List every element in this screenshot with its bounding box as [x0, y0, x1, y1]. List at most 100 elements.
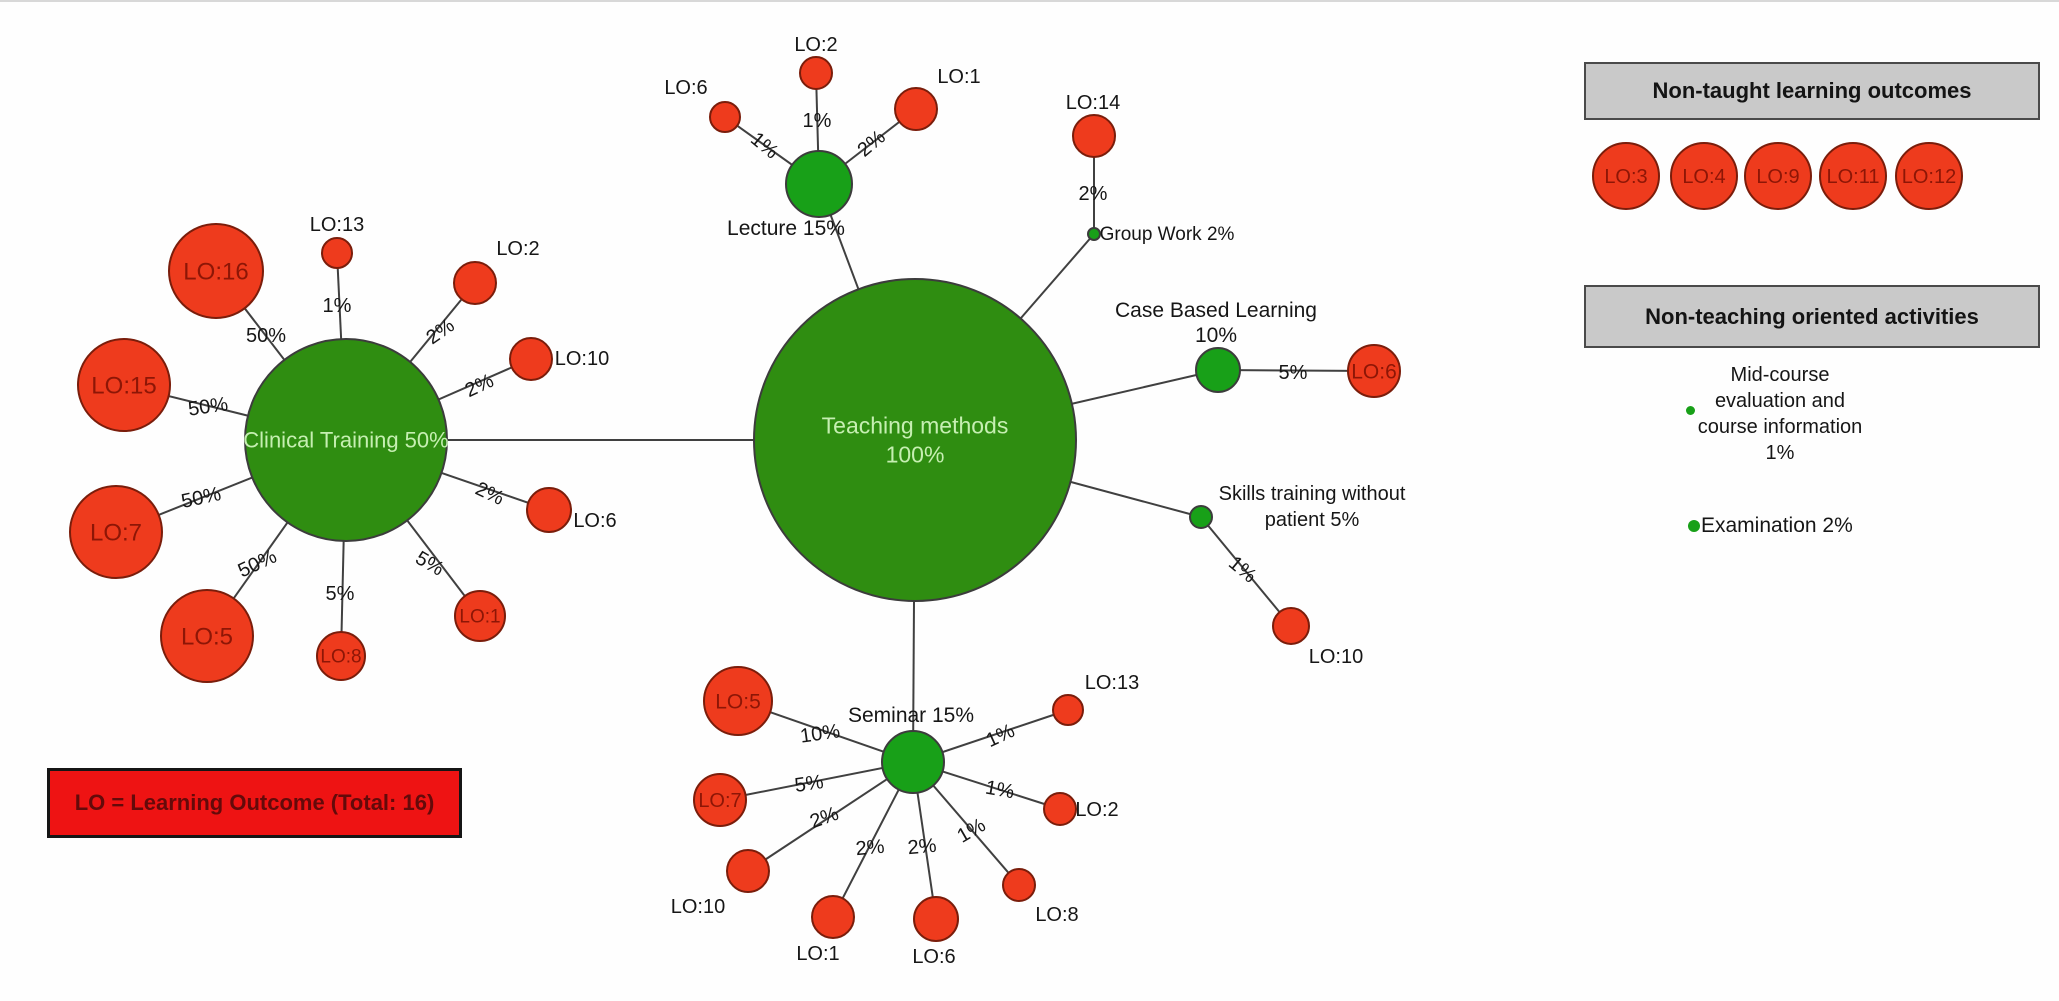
edge-percentage-label: 2% [422, 314, 458, 349]
lecture-node-node [785, 150, 853, 218]
edge-percentage-label: 10% [799, 720, 842, 747]
skills-lo10-node [1272, 607, 1310, 645]
clinical-lo1-node [454, 590, 506, 642]
clinical-training-hub-node [244, 338, 448, 542]
seminar-lo7-node [693, 773, 747, 827]
seminar-lo10-node [726, 849, 770, 893]
clinical-lo6-label: LO:6 [573, 510, 616, 532]
non-teaching-activities-panel: Non-teaching oriented activities [1584, 285, 2040, 348]
lo-abbreviation-callout: LO = Learning Outcome (Total: 16) [47, 768, 462, 838]
edge-line [747, 761, 914, 872]
clinical-lo2-label: LO:2 [496, 238, 539, 260]
lo-abbreviation-text: LO = Learning Outcome (Total: 16) [74, 790, 435, 815]
non-taught-outcomes-panel: Non-taught learning outcomes [1584, 62, 2040, 120]
edge-line [719, 761, 914, 801]
lecture-lo2-node [799, 56, 833, 90]
edge-percentage-label: 2% [807, 803, 842, 834]
examination-dot-icon [1688, 520, 1700, 532]
lecture-lo6-label: LO:6 [664, 77, 707, 99]
lecture-lo6-node [709, 101, 741, 133]
case-based-learning-node-label: Case Based Learning [1115, 299, 1317, 322]
edge-percentage-label: 5% [411, 547, 447, 581]
group-work-node-node [1087, 227, 1101, 241]
skills-lo10-label: LO:10 [1309, 646, 1363, 668]
clinical-lo5-node [160, 589, 254, 683]
edge-percentage-label: 2% [1079, 183, 1108, 205]
group-work-node-label: Group Work 2% [1100, 224, 1235, 245]
clinical-lo15-label: LO:15 [91, 372, 156, 399]
edge-percentage-label: 5% [326, 583, 355, 605]
case-based-learning-node-node [1195, 347, 1241, 393]
lecture-lo1-label: LO:1 [937, 66, 980, 88]
non-taught-outcome-label: LO:3 [1604, 166, 1647, 188]
edge-percentage-label: 1% [984, 777, 1017, 804]
clinical-lo8-label: LO:8 [320, 647, 361, 668]
seminar-lo1-label: LO:1 [796, 943, 839, 965]
skills-training-node-label: patient 5% [1265, 509, 1360, 531]
edge-percentage-label: 1% [746, 128, 782, 164]
edge-percentage-label: 1% [323, 295, 352, 317]
case-based-lo6-label: LO:6 [1351, 360, 1397, 383]
seminar-lo6-node [913, 896, 959, 942]
edge-percentage-label: 50% [179, 483, 223, 513]
non-taught-lo11-node [1819, 142, 1887, 210]
clinical-lo13-node [321, 237, 353, 269]
edge-percentage-label: 5% [793, 771, 825, 797]
clinical-lo10-label: LO:10 [555, 348, 609, 370]
clinical-lo7-label: LO:7 [90, 519, 142, 546]
edge-percentage-label: 2% [855, 836, 886, 860]
skills-training-node-label: Skills training without [1219, 483, 1406, 505]
edge-line [1200, 516, 1292, 627]
seminar-lo8-label: LO:8 [1035, 904, 1078, 926]
edge-percentage-label: 50% [187, 393, 230, 420]
seminar-lo2-label: LO:2 [1075, 799, 1118, 821]
edge-percentage-label: 50% [246, 325, 286, 347]
teaching-methods-hub-label: Teaching methods 100% [822, 413, 1009, 468]
case-based-learning-node-label: 10% [1195, 324, 1237, 347]
seminar-lo5-label: LO:5 [715, 690, 761, 713]
clinical-lo6-node [526, 487, 572, 533]
clinical-lo7-node [69, 485, 163, 579]
top-border-line [0, 0, 2059, 2]
lecture-lo2-label: LO:2 [794, 34, 837, 56]
mid-course-dot-icon [1686, 406, 1695, 415]
non-taught-outcome-label: LO:11 [1827, 166, 1880, 188]
non-taught-panel-title: Non-taught learning outcomes [1652, 78, 1972, 103]
edge-percentage-label: 2% [854, 126, 890, 162]
clinical-lo10-node [509, 337, 553, 381]
seminar-node-node [881, 730, 945, 794]
lecture-node-label: Lecture 15% [727, 217, 845, 240]
non-taught-outcome-label: LO:9 [1756, 166, 1799, 188]
non-taught-lo3-node [1592, 142, 1660, 210]
seminar-lo7-label: LO:7 [698, 790, 741, 812]
seminar-lo8-node [1002, 868, 1036, 902]
mid-course-line: 1% [1765, 442, 1795, 464]
clinical-lo5-label: LO:5 [181, 623, 233, 650]
clinical-lo13-label: LO:13 [310, 214, 364, 236]
group-work-lo14-label: LO:14 [1066, 92, 1120, 114]
edge-percentage-label: 1% [983, 720, 1019, 752]
edge-percentage-label: 2% [462, 370, 498, 402]
seminar-lo1-node [811, 895, 855, 939]
edge-percentage-label: 1% [953, 814, 989, 848]
non-taught-outcome-label: LO:12 [1902, 166, 1956, 188]
clinical-lo16-label: LO:16 [183, 258, 248, 285]
seminar-lo13-node [1052, 694, 1084, 726]
non-taught-lo9-node [1744, 142, 1812, 210]
mid-course-line: Mid-course [1730, 364, 1830, 386]
seminar-lo5-node [703, 666, 773, 736]
edge-percentage-label: 1% [803, 110, 832, 132]
seminar-lo2-node [1043, 792, 1077, 826]
mid-course-evaluation-item: Mid-course evaluation and course informa… [1630, 362, 1930, 466]
clinical-lo8-node [316, 631, 366, 681]
case-based-lo6-node [1347, 344, 1401, 398]
clinical-training-hub-label: Clinical Training 50% [243, 428, 448, 453]
seminar-lo10-label: LO:10 [671, 896, 725, 918]
seminar-lo13-label: LO:13 [1085, 672, 1139, 694]
clinical-lo1-label: LO:1 [459, 607, 500, 628]
non-taught-outcome-label: LO:4 [1682, 166, 1725, 188]
lecture-lo1-node [894, 87, 938, 131]
non-taught-lo4-node [1670, 142, 1738, 210]
